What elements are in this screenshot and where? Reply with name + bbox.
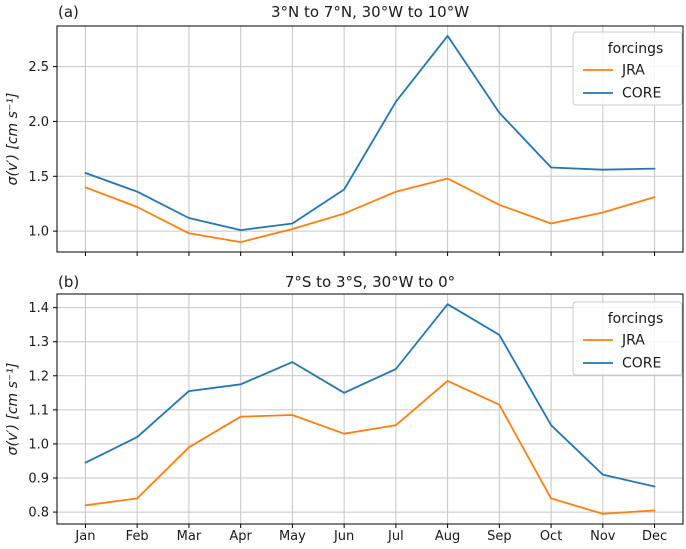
jra-line-a — [84, 177, 656, 244]
x-tick-label: May — [279, 529, 306, 544]
legend-title: forcings — [608, 311, 664, 327]
legend-label-core: CORE — [622, 86, 661, 102]
y-tick-label: 1.0 — [28, 225, 49, 240]
legend-box — [572, 301, 683, 376]
panel-title-b: 7°S to 3°S, 30°W to 0° — [285, 273, 455, 291]
x-tick-label: Oct — [540, 529, 562, 544]
x-tick-label: Apr — [229, 529, 252, 544]
y-tick-label: 1.4 — [28, 301, 49, 316]
legend-label-jra: JRA — [621, 333, 645, 349]
core-line-a — [84, 35, 656, 232]
y-tick-label: 1.3 — [28, 335, 49, 350]
jra-line-b — [84, 379, 656, 515]
panel-a: 1.0 1.5 2.0 2.5 (a) 3°N to 7°N, 30°W to 10°W σ… — [5, 3, 684, 256]
y-tick-label: 1.0 — [28, 437, 49, 452]
x-tick-label: Nov — [590, 529, 616, 544]
legend-b: forcings JRA CORE — [572, 301, 683, 376]
x-tick-label: Jul — [387, 529, 404, 544]
legend-title: forcings — [608, 41, 664, 57]
panel-b: 0.8 0.9 1.0 1.1 1.2 1.3 1.4 Jan Feb Mar Apr May Jun J… — [5, 273, 684, 544]
legend-box — [572, 31, 683, 106]
core-line-b — [84, 303, 656, 488]
x-tick-label: Mar — [177, 529, 202, 544]
x-tick-label: Feb — [126, 529, 149, 544]
x-tick-label: Dec — [642, 529, 667, 544]
x-tick-label: Jun — [333, 529, 354, 544]
plot-border — [56, 25, 684, 253]
y-tick-label: 1.5 — [28, 170, 49, 185]
y-tick-label: 1.2 — [28, 369, 49, 384]
x-tick-label: Sep — [487, 529, 512, 544]
legend-label-jra: JRA — [621, 63, 645, 79]
y-tick-label: 0.9 — [28, 472, 49, 487]
y-tick-label: 1.1 — [28, 403, 49, 418]
plot-border — [56, 293, 684, 525]
y-tick-label: 2.5 — [28, 60, 49, 75]
x-tick-label: Jan — [74, 529, 95, 544]
panel-title-a: 3°N to 7°N, 30°W to 10°W — [271, 3, 469, 21]
y-tick-label: 2.0 — [28, 115, 49, 130]
y-tick-label: 0.8 — [28, 506, 49, 521]
legend-label-core: CORE — [622, 356, 661, 372]
x-tick-label: Aug — [435, 529, 460, 544]
panel-label-a: (a) — [58, 3, 79, 21]
y-axis-label-a: σ(v′) [cm s⁻¹] — [5, 93, 21, 186]
y-axis-label-b: σ(v′) [cm s⁻¹] — [5, 363, 21, 456]
panel-label-b: (b) — [58, 273, 79, 291]
legend-a: forcings JRA CORE — [572, 31, 683, 106]
